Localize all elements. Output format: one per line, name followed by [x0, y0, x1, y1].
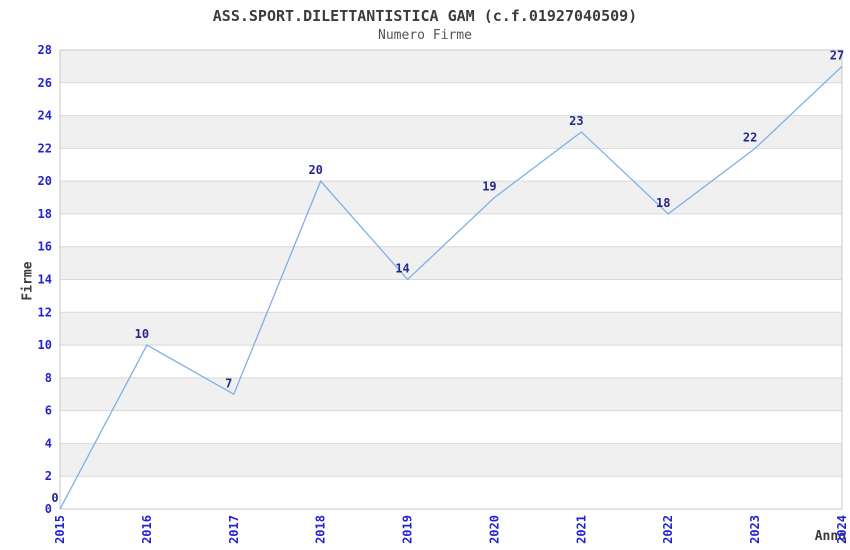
data-point-label: 20 — [308, 163, 322, 177]
y-tick-label: 12 — [38, 305, 52, 319]
y-tick-label: 18 — [38, 207, 52, 221]
y-tick-label: 6 — [45, 404, 52, 418]
x-axis-title: Anno — [814, 529, 846, 544]
chart-line — [59, 65, 843, 510]
y-tick-label: 26 — [38, 76, 52, 90]
data-point-label: 22 — [743, 130, 757, 144]
data-point-label: 27 — [830, 48, 844, 62]
y-tick-label: 14 — [38, 273, 52, 287]
data-point-label: 0 — [51, 491, 58, 505]
x-tick-label: 2023 — [748, 515, 762, 544]
data-point-label: 23 — [569, 114, 583, 128]
plot-border — [59, 49, 843, 510]
x-tick-label: 2022 — [661, 515, 675, 544]
x-tick-label: 2018 — [314, 515, 328, 544]
data-point-label: 18 — [656, 196, 670, 210]
grid-band — [60, 246, 842, 280]
chart-subtitle: Numero Firme — [378, 28, 472, 43]
grid-band — [60, 377, 842, 411]
grid-band — [60, 312, 842, 346]
x-tick-label: 2024 — [835, 515, 849, 544]
y-tick-label: 24 — [38, 109, 52, 123]
x-tick-label: 2015 — [53, 515, 67, 544]
y-tick-label: 22 — [38, 141, 52, 155]
grid-band — [60, 181, 842, 214]
y-tick-label: 10 — [38, 338, 52, 352]
data-point-label: 14 — [395, 262, 409, 276]
y-tick-label: 2 — [45, 469, 52, 483]
y-tick-label: 4 — [45, 436, 52, 450]
data-point-label: 19 — [482, 180, 496, 194]
x-tick-label: 2017 — [227, 515, 241, 544]
chart-title: ASS.SPORT.DILETTANTISTICA GAM (c.f.01927… — [212, 7, 638, 25]
y-tick-label: 8 — [45, 371, 52, 385]
y-tick-label: 16 — [38, 240, 52, 254]
x-tick-label: 2019 — [401, 515, 415, 544]
grid-band — [60, 50, 842, 83]
x-tick-label: 2021 — [574, 515, 588, 544]
y-tick-label: 20 — [38, 174, 52, 188]
y-tick-label: 28 — [38, 43, 52, 57]
grid-band — [60, 443, 842, 477]
y-tick-label: 0 — [45, 502, 52, 516]
grid-band — [60, 115, 842, 149]
x-tick-label: 2020 — [487, 515, 501, 544]
data-point-label: 7 — [225, 376, 232, 390]
data-point-label: 10 — [135, 327, 149, 341]
x-tick-label: 2016 — [140, 515, 154, 544]
